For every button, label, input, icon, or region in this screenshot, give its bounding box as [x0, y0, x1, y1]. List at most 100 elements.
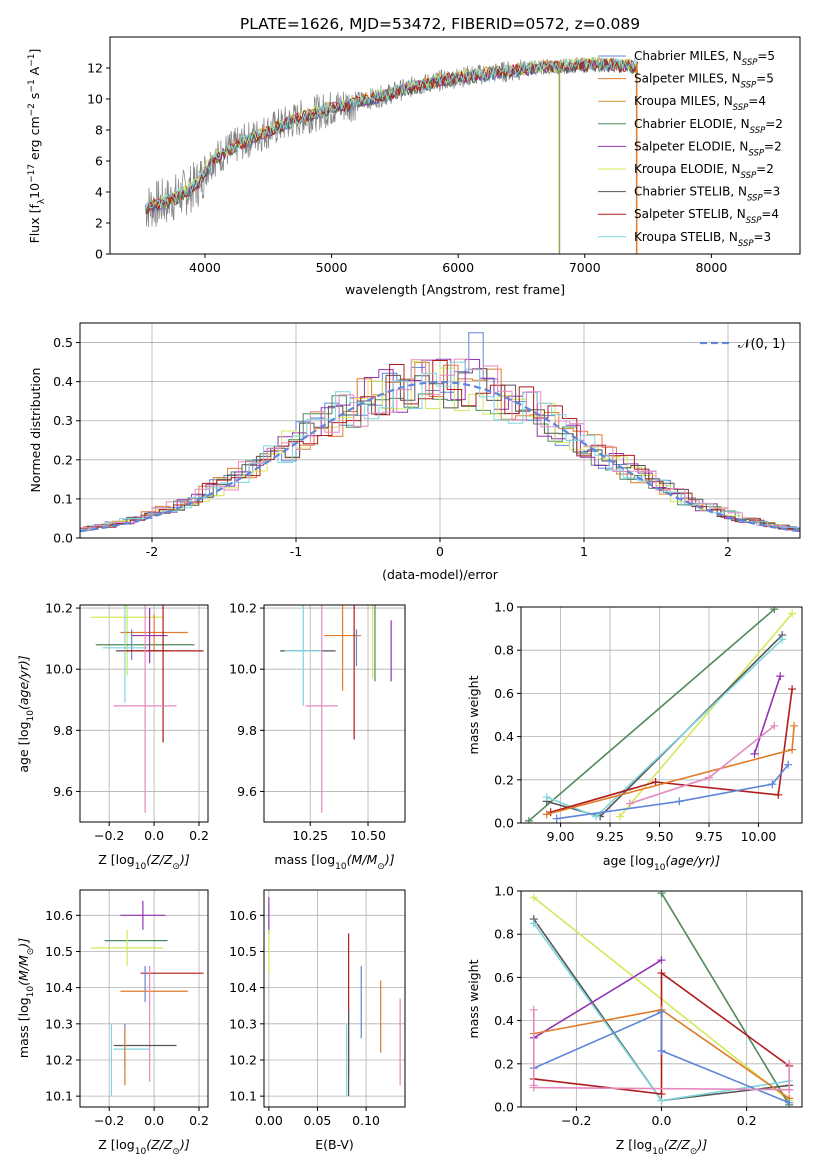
legend-entry: Salpeter ELODIE, NSSP=2 — [634, 139, 782, 158]
legend-name: Salpeter ELODIE — [634, 139, 732, 153]
axes-frame — [79, 604, 209, 823]
series-line — [619, 612, 793, 818]
label-part: (Z/Z — [664, 1137, 691, 1152]
series-marker — [524, 816, 533, 823]
label-part: 10 — [135, 1147, 147, 1157]
series-marker — [657, 1007, 666, 1016]
y-tick-label: 10.6 — [229, 908, 257, 923]
x-tick-label: 9.75 — [695, 829, 723, 844]
label-part: )] — [16, 938, 31, 949]
y-tick-label: 0.4 — [53, 374, 73, 389]
series-marker — [657, 1046, 666, 1055]
label-part: ] — [27, 49, 42, 54]
series-marker — [657, 1090, 666, 1099]
y-tick-label: 10.6 — [45, 908, 73, 923]
label-part: Flux [f — [27, 204, 42, 244]
errorbars — [91, 900, 204, 1097]
y-tick-label: 0.6 — [494, 686, 514, 701]
label-part: (age/yr)] — [16, 655, 31, 710]
errorbars — [91, 605, 204, 813]
axes-frame — [520, 606, 803, 824]
x-tick-label: 0.10 — [352, 1113, 380, 1128]
weight_vs_Z-panel: −0.2 0.0 0.2 0.0 0.2 0.4 0.6 0.8 1.0 Z [log10(Z/Z… — [466, 884, 803, 1157]
mass_vs_Z-panel: −0.2 0.0 0.2 10.1 10.2 10.3 10.4 10.5 10.6 Z [log… — [16, 889, 209, 1157]
series-marker — [788, 685, 797, 694]
label-part: (age/yr)] — [665, 853, 720, 868]
y-tick-label: 10.2 — [229, 1052, 257, 1067]
x-tick-label: 0 — [436, 544, 444, 559]
y-tick-label: 10 — [87, 92, 103, 107]
y-tick-label: 10.2 — [45, 601, 73, 616]
series-marker — [770, 607, 779, 614]
series-marker — [542, 793, 551, 802]
y-tick-label: 10.1 — [45, 1089, 73, 1104]
histogram-step — [80, 361, 800, 531]
series-line — [556, 764, 789, 820]
series-marker — [657, 891, 666, 898]
y-tick-label: 10.3 — [229, 1016, 257, 1031]
legend-ssp: SSP — [741, 171, 757, 181]
y-tick-label: 0.0 — [494, 816, 514, 831]
series-marker — [788, 745, 797, 754]
y-tick-label: 10.5 — [45, 944, 73, 959]
label-part: (M/M — [347, 852, 378, 867]
x-tick-label: 0.05 — [304, 1113, 332, 1128]
axes-frame — [79, 889, 209, 1108]
legend-ssp: SSP — [750, 126, 766, 136]
x-tick-label: 9.00 — [547, 829, 575, 844]
label-part: −17 — [27, 164, 37, 183]
series-marker — [529, 1005, 538, 1014]
legend-n: , N — [729, 207, 746, 221]
series-marker — [770, 721, 779, 730]
y-tick-label: 0.4 — [494, 1013, 514, 1028]
x-tick-label: 0.0 — [652, 1113, 672, 1128]
series-marker — [784, 760, 793, 769]
y-axis-label: mass weight — [466, 959, 481, 1038]
series-marker — [704, 773, 713, 782]
legend-entry: Salpeter MILES, NSSP=5 — [634, 72, 774, 91]
y-tick-label: 1.0 — [494, 884, 514, 899]
series-marker — [768, 780, 777, 789]
series-marker — [675, 797, 684, 806]
label-part: )] — [179, 852, 190, 867]
x-axis-label: Z [log10(Z/Z⊙)] — [98, 1137, 190, 1157]
series-marker — [785, 1085, 794, 1094]
legend-entry: Kroupa ELODIE, NSSP=2 — [634, 162, 774, 181]
x-tick-label: 2 — [724, 544, 732, 559]
label-part: s — [27, 93, 42, 104]
series-line — [533, 1086, 790, 1091]
histograms — [80, 332, 800, 533]
x-tick-label: 8000 — [695, 260, 727, 275]
series-marker — [774, 790, 783, 799]
legend-count: =3 — [754, 230, 772, 244]
legend-label: 𝒩(0, 1) — [738, 337, 785, 352]
legend-count: =2 — [765, 117, 783, 131]
model-line — [145, 58, 639, 214]
label-part: Z [log — [616, 1137, 652, 1152]
axes-frame — [109, 36, 801, 255]
label-part: (M/M — [16, 955, 31, 986]
y-tick-label: 6 — [95, 154, 103, 169]
y-tick-label: 9.6 — [237, 784, 257, 799]
label-part: (Z/Z — [146, 852, 173, 867]
x-tick-label: 5000 — [316, 260, 348, 275]
y-axis-label: Flux [fλ10−17 erg cm−2 s−1 A−1] — [27, 49, 47, 244]
legend-ssp: SSP — [738, 239, 754, 249]
label-part: 10 — [335, 862, 347, 872]
legend-name: Kroupa STELIB — [634, 230, 721, 244]
series-marker — [750, 749, 759, 758]
legend-ssp: SSP — [741, 81, 757, 91]
legend-entry: Chabrier ELODIE, NSSP=2 — [634, 117, 783, 136]
y-tick-label: 12 — [87, 61, 103, 76]
axes-frame — [263, 604, 406, 823]
series-marker — [552, 814, 561, 823]
legend-entry: Kroupa MILES, NSSP=4 — [634, 94, 766, 113]
y-tick-label: 10.2 — [229, 601, 257, 616]
x-tick-label: 1 — [580, 544, 588, 559]
x-axis-label: age [log10(age/yr)] — [603, 853, 720, 873]
label-part: Z [log — [98, 1137, 134, 1152]
label-part: age [log — [603, 853, 654, 868]
series-marker — [542, 810, 551, 819]
legend-name: Salpeter MILES — [634, 72, 724, 86]
series-line — [533, 1010, 790, 1104]
